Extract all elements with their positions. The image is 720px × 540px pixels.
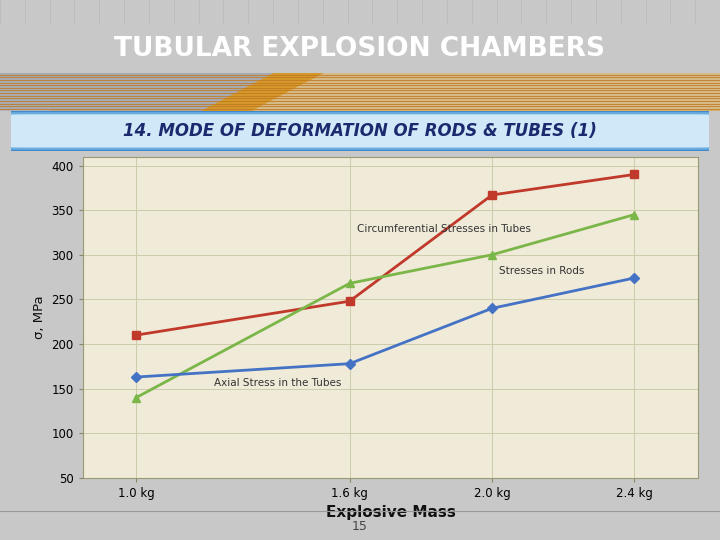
Polygon shape (252, 73, 720, 111)
X-axis label: Explosive Mass: Explosive Mass (325, 505, 456, 521)
Text: Circumferential Stresses in Tubes: Circumferential Stresses in Tubes (357, 225, 531, 234)
Text: TUBULAR EXPLOSION CHAMBERS: TUBULAR EXPLOSION CHAMBERS (114, 36, 606, 62)
Polygon shape (0, 73, 274, 111)
Y-axis label: σ, MPa: σ, MPa (33, 295, 46, 339)
FancyBboxPatch shape (2, 114, 718, 147)
Text: Stresses in Rods: Stresses in Rods (499, 266, 585, 275)
FancyBboxPatch shape (50, 73, 720, 111)
Text: Axial Stress in the Tubes: Axial Stress in the Tubes (215, 378, 342, 388)
Text: 15: 15 (352, 521, 368, 534)
FancyBboxPatch shape (0, 111, 720, 151)
Text: 14. MODE OF DEFORMATION OF RODS & TUBES (1): 14. MODE OF DEFORMATION OF RODS & TUBES … (123, 122, 597, 140)
